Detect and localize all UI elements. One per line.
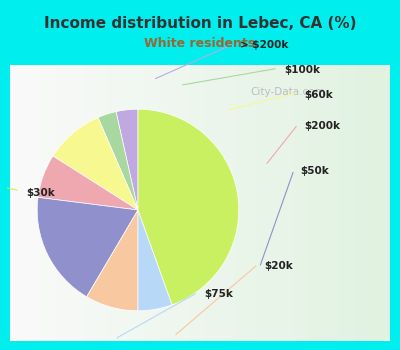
- Text: $60k: $60k: [304, 90, 333, 99]
- Text: > $200k: > $200k: [240, 41, 288, 50]
- Wedge shape: [116, 109, 138, 210]
- Wedge shape: [37, 197, 138, 297]
- Wedge shape: [53, 118, 138, 210]
- Wedge shape: [38, 156, 138, 210]
- Wedge shape: [138, 210, 172, 311]
- Text: $50k: $50k: [300, 167, 329, 176]
- Text: $75k: $75k: [204, 289, 233, 299]
- Text: $100k: $100k: [284, 65, 320, 75]
- Wedge shape: [138, 109, 239, 305]
- Text: Income distribution in Lebec, CA (%): Income distribution in Lebec, CA (%): [44, 16, 356, 31]
- Wedge shape: [98, 112, 138, 210]
- Wedge shape: [87, 210, 138, 311]
- Text: City-Data.com: City-Data.com: [250, 87, 325, 97]
- Text: $30k: $30k: [26, 188, 55, 197]
- Text: White residents: White residents: [144, 37, 256, 50]
- Text: $20k: $20k: [264, 261, 293, 271]
- Text: $200k: $200k: [304, 121, 340, 131]
